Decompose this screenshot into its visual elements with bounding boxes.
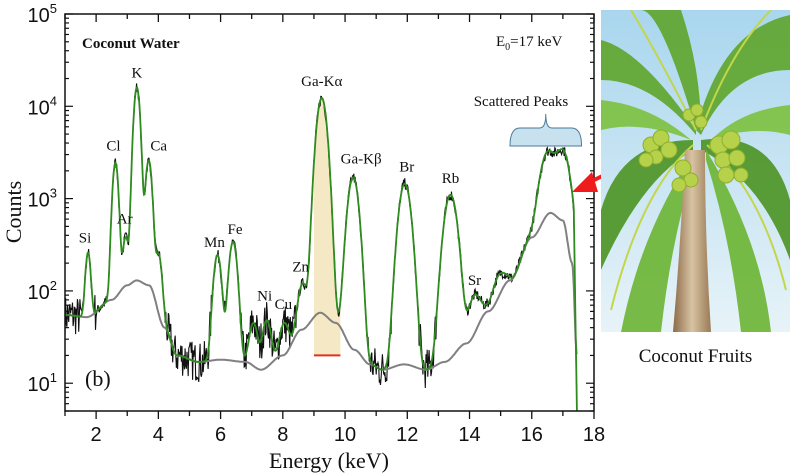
x-tick-label: 8 <box>277 424 288 446</box>
background-line <box>65 211 578 371</box>
ga-ka-highlight <box>313 98 341 357</box>
y-tick-label: 103 <box>28 186 57 212</box>
fit-curve <box>65 86 578 411</box>
peak-label-zn: Zn <box>292 260 309 276</box>
x-tick-label: 14 <box>458 424 480 446</box>
arrow-head <box>572 172 598 192</box>
panel-label: (b) <box>85 366 111 391</box>
x-tick-label: 16 <box>521 424 543 446</box>
peak-label-sr: Sr <box>468 273 481 289</box>
peak-label-cu: Cu <box>275 297 293 313</box>
background-curve <box>65 211 578 371</box>
scattered-peaks-bracket <box>509 113 583 147</box>
fit-line <box>65 86 578 411</box>
peak-label-k: K <box>131 65 142 81</box>
x-tick-label: 18 <box>583 424 605 446</box>
bracket-shape <box>509 113 583 147</box>
peak-label-rb: Rb <box>442 171 460 187</box>
y-axis-title: Counts <box>1 181 26 243</box>
ga-ka-area <box>313 98 341 356</box>
peak-label-ar: Ar <box>117 211 133 227</box>
peak-label-mn: Mn <box>204 235 225 251</box>
peak-label-fe: Fe <box>228 222 243 238</box>
y-tick-label: 105 <box>28 1 57 27</box>
x-tick-label: 12 <box>396 424 418 446</box>
peak-label-ca: Ca <box>150 138 167 154</box>
coconut-palm-photo <box>601 10 790 332</box>
peak-label-gak: Ga-Kα <box>301 74 342 90</box>
y-tick-label: 104 <box>28 93 57 119</box>
peak-label-cl: Cl <box>106 139 120 155</box>
x-tick-label: 6 <box>215 424 226 446</box>
energy-annotation: E0=17 keV <box>496 34 563 53</box>
x-tick-label: 10 <box>334 424 356 446</box>
y-tick-label: 101 <box>28 370 57 396</box>
peak-label-gak: Ga-Kβ <box>341 151 382 167</box>
scattered-peaks-label: Scattered Peaks <box>474 94 569 110</box>
x-axis-title: Energy (keV) <box>269 448 389 473</box>
peak-label-ni: Ni <box>257 288 272 304</box>
chart-title: Coconut Water <box>82 36 180 52</box>
peak-label-br: Br <box>399 160 414 176</box>
photo-caption: Coconut Fruits <box>638 346 753 367</box>
y-tick-label: 102 <box>28 278 57 304</box>
peak-label-si: Si <box>79 231 92 247</box>
x-tick-label: 2 <box>91 424 102 446</box>
x-tick-label: 4 <box>153 424 164 446</box>
